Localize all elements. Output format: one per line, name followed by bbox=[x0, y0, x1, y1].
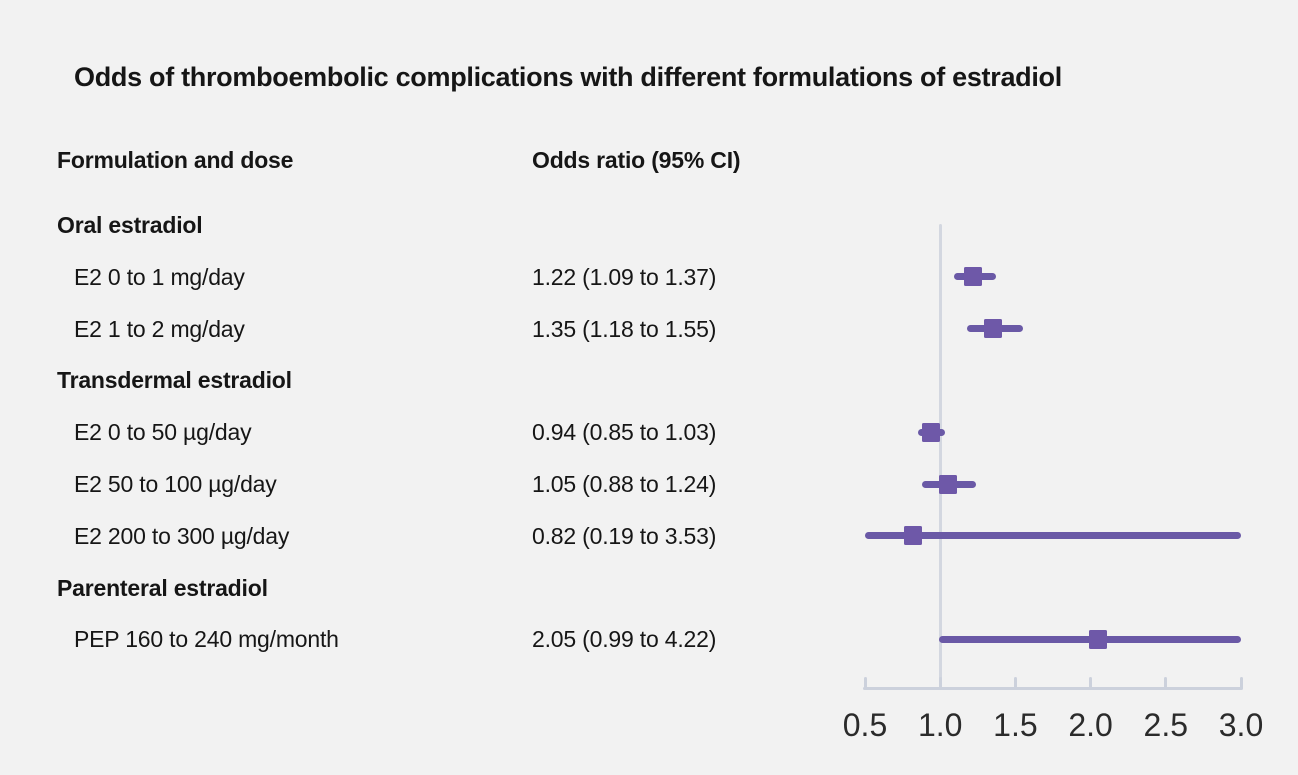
x-axis-tick bbox=[1164, 677, 1168, 689]
x-axis-tick bbox=[938, 677, 942, 689]
row-label: E2 50 to 100 µg/day bbox=[74, 471, 277, 497]
x-tick-label: 1.5 bbox=[993, 707, 1038, 743]
chart-title: Odds of thromboembolic complications wit… bbox=[74, 62, 1062, 92]
odds-ratio-marker bbox=[964, 267, 983, 287]
row-label: E2 0 to 50 µg/day bbox=[74, 419, 252, 446]
x-tick-label: 3.0 bbox=[1218, 707, 1264, 743]
confidence-interval-line bbox=[865, 532, 1241, 540]
odds-ratio-marker bbox=[983, 319, 1002, 339]
group-label: Parenteral estradiol bbox=[57, 574, 268, 601]
row-odds-ratio-value: 0.82 (0.19 to 3.53) bbox=[532, 522, 717, 549]
group-label: Oral estradiol bbox=[57, 212, 203, 238]
reference-line bbox=[938, 224, 942, 689]
x-axis-tick bbox=[1013, 677, 1017, 689]
x-axis-line bbox=[863, 687, 1243, 690]
row-odds-ratio-value: 2.05 (0.99 to 4.22) bbox=[532, 626, 717, 653]
x-tick-label: 1.0 bbox=[917, 707, 963, 743]
row-label: E2 200 to 300 µg/day bbox=[74, 522, 290, 549]
odds-ratio-marker bbox=[904, 526, 923, 546]
odds-ratio-marker bbox=[1089, 629, 1108, 649]
x-axis-tick bbox=[1089, 677, 1093, 689]
row-label: E2 1 to 2 mg/day bbox=[74, 315, 245, 342]
row-label: PEP 160 to 240 mg/month bbox=[74, 626, 339, 653]
x-tick-label: 2.5 bbox=[1143, 707, 1189, 743]
row-odds-ratio-value: 1.35 (1.18 to 1.55) bbox=[532, 315, 717, 342]
column-header-odds-ratio: Odds ratio (95% CI) bbox=[532, 147, 741, 173]
x-tick-label: 0.5 bbox=[842, 707, 888, 743]
x-axis-tick bbox=[1239, 677, 1243, 689]
odds-ratio-marker bbox=[922, 422, 941, 442]
x-axis-tick bbox=[863, 677, 867, 689]
x-tick-label: 2.0 bbox=[1068, 707, 1113, 743]
row-odds-ratio-value: 1.05 (0.88 to 1.24) bbox=[532, 471, 717, 497]
odds-ratio-marker bbox=[938, 474, 957, 494]
column-header-formulation: Formulation and dose bbox=[57, 147, 294, 173]
group-label: Transdermal estradiol bbox=[57, 367, 292, 394]
row-odds-ratio-value: 1.22 (1.09 to 1.37) bbox=[532, 263, 717, 290]
row-label: E2 0 to 1 mg/day bbox=[74, 263, 245, 290]
row-odds-ratio-value: 0.94 (0.85 to 1.03) bbox=[532, 419, 717, 446]
